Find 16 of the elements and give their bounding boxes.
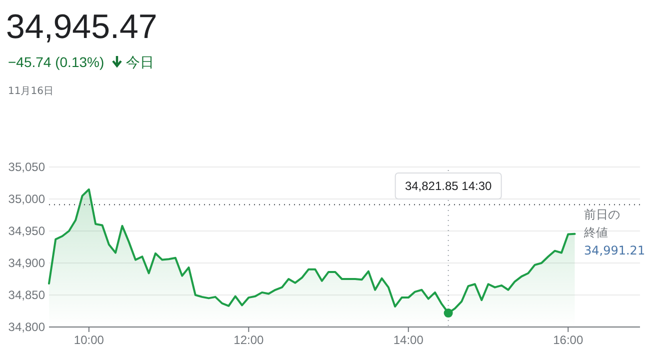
text: 今日 <box>126 55 154 71</box>
y-tick-label: 34,850 <box>8 288 46 302</box>
x-tick-label: 10:00 <box>74 333 104 347</box>
annotation: 34,821.85 14:30 <box>404 179 492 193</box>
text: 11月16日 <box>8 86 54 97</box>
ref-line-label: 前日の終値 34,991.21 <box>583 208 646 258</box>
y-tick-label: 35,050 <box>8 160 46 174</box>
y-tick-label: 34,800 <box>8 320 46 334</box>
x-tick-label: 12:00 <box>234 333 264 347</box>
y-tick-label: 34,900 <box>8 256 46 270</box>
chart-title: 34,945.47 <box>6 8 158 46</box>
y-tick-label: 35,000 <box>8 192 46 206</box>
x-tick-label: 14:00 <box>393 333 424 347</box>
y-tick-label: 34,950 <box>8 224 46 238</box>
chart-subtitle: −45.74 (0.13%) <box>8 54 104 70</box>
x-tick-label: 16:00 <box>553 333 584 347</box>
